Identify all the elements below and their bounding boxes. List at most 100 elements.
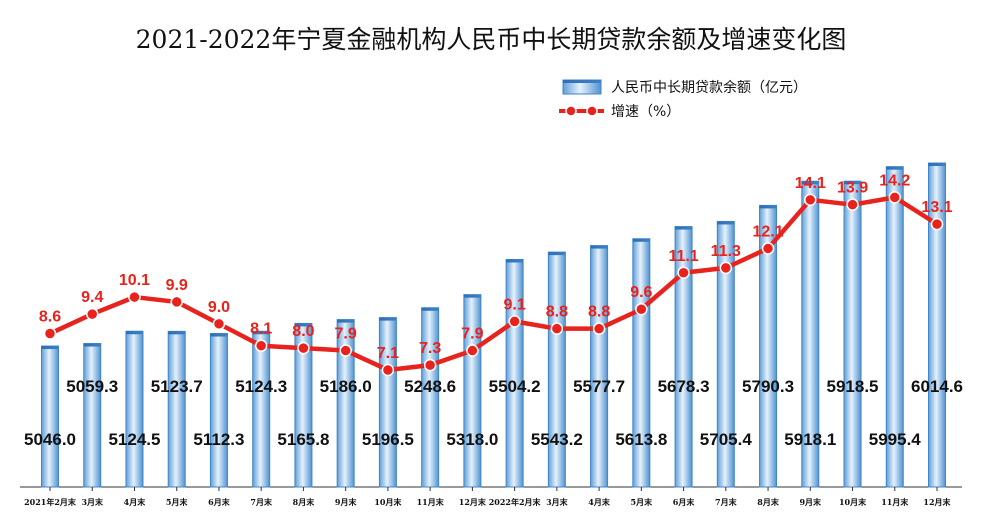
bar-value-label: 5543.2	[531, 430, 583, 449]
bar-value-label: 5059.3	[66, 377, 118, 396]
rate-point	[85, 307, 99, 321]
rate-value-label: 14.1	[795, 175, 826, 192]
rate-point	[212, 317, 226, 331]
rate-point	[888, 191, 902, 204]
rate-value-labels: 8.6 9.4 10.1 9.9 9.0 8.1 8.0 7.9 7.1 7.3 7.9 9.1 8.8…	[39, 172, 953, 362]
rate-point	[804, 193, 817, 207]
rate-value-label: 9.0	[208, 299, 230, 316]
bar	[547, 251, 566, 488]
rate-value-label: 7.1	[377, 345, 399, 362]
legend-bar-label: 人民币中长期贷款余额（亿元）	[611, 79, 807, 96]
rate-point	[170, 295, 183, 309]
bar-value-label: 5123.7	[151, 377, 203, 396]
rate-point	[761, 242, 775, 255]
bar-value-label: 5124.3	[235, 377, 287, 396]
x-tick-label: 11月末	[881, 497, 908, 507]
bar	[294, 322, 313, 488]
bar	[83, 343, 102, 488]
x-tick-label: 4月末	[588, 497, 610, 507]
bar	[378, 317, 397, 488]
x-tick-label: 7月末	[250, 497, 272, 507]
x-tick-label: 7月末	[715, 497, 737, 507]
bar-value-label: 5995.4	[869, 430, 922, 449]
x-tick-label: 9月末	[799, 497, 821, 507]
bar-value-label: 5196.5	[362, 430, 414, 449]
x-tick-label: 2022年2月末	[489, 497, 541, 507]
legend-line-label: 增速（%）	[611, 104, 680, 120]
bar	[41, 345, 59, 488]
rate-point	[381, 363, 395, 377]
legend: 人民币中长期贷款余额（亿元） 增速（%）	[559, 79, 807, 120]
bar-value-label: 5705.4	[700, 430, 753, 449]
rate-point	[930, 217, 944, 231]
chart-title: 2021-2022年宁夏金融机构人民币中长期贷款余额及增速变化图	[136, 25, 847, 54]
bar-value-label: 5165.8	[277, 430, 329, 449]
x-tick-label: 4月末	[124, 497, 146, 507]
rate-point	[339, 344, 352, 357]
bar-value-label: 5318.0	[446, 430, 498, 449]
rate-point	[592, 322, 606, 335]
bar-value-label: 5112.3	[193, 430, 244, 449]
rate-point	[297, 341, 310, 355]
x-tick-label: 12月末	[923, 497, 950, 507]
x-tick-label: 5月末	[166, 497, 188, 507]
x-tick-label: 12月末	[459, 497, 486, 507]
rate-value-label: 11.1	[668, 248, 698, 265]
bar	[167, 330, 186, 488]
rate-value-label: 11.3	[711, 243, 741, 260]
rate-point	[846, 198, 859, 211]
x-tick-label: 10月末	[374, 497, 401, 507]
rate-point	[254, 339, 268, 352]
rate-point	[635, 302, 648, 316]
rate-value-label: 9.6	[630, 284, 652, 301]
rate-point	[43, 327, 57, 340]
rate-point	[550, 322, 564, 335]
x-tick-label: 8月末	[293, 497, 315, 507]
x-tick-label: 2021年2月末	[24, 497, 76, 507]
rate-point	[508, 315, 521, 328]
x-tick-label: 11月末	[417, 497, 444, 507]
bar-value-label: 5504.2	[489, 377, 541, 396]
bar-value-label: 5613.8	[615, 430, 667, 449]
bar	[632, 238, 651, 488]
rate-value-label: 8.1	[250, 321, 272, 338]
rate-point	[466, 344, 479, 357]
x-axis-ticks: 2021年2月末 3月末 4月末 5月末 6月末 7月末 8月末 9月末 10月末 11月末 12月…	[24, 487, 951, 507]
rate-value-label: 7.3	[419, 340, 441, 357]
bar	[421, 307, 440, 488]
rate-series	[43, 191, 944, 377]
x-tick-label: 3月末	[81, 497, 103, 507]
rate-value-label: 13.9	[837, 180, 868, 197]
x-tick-label: 6月末	[673, 497, 695, 507]
rate-point	[677, 266, 690, 280]
rate-point	[128, 290, 141, 304]
rate-point	[423, 358, 437, 372]
bar	[843, 180, 862, 488]
x-tick-label: 5月末	[631, 497, 653, 507]
rate-value-label: 9.9	[166, 277, 188, 294]
bar	[252, 330, 271, 488]
bar	[674, 226, 693, 488]
rate-line	[49, 195, 939, 373]
rate-value-label: 8.0	[292, 323, 314, 340]
rate-value-label: 8.6	[39, 309, 61, 326]
bar-value-label: 5046.0	[24, 430, 76, 449]
x-tick-label: 10月末	[839, 497, 866, 507]
bar-value-label: 5248.6	[404, 377, 456, 396]
x-tick-label: 6月末	[208, 497, 230, 507]
bar-value-labels: 5046.0 5059.3 5124.5 5123.7 5112.3 5124.3 5165…	[24, 377, 963, 449]
rate-value-label: 9.1	[503, 296, 525, 313]
bar	[209, 333, 228, 488]
rate-point	[719, 261, 733, 275]
legend-line-swatch	[559, 105, 604, 117]
bar-value-label: 5790.3	[742, 377, 794, 396]
bar-value-label: 5918.5	[827, 377, 879, 396]
bar-value-label: 5918.1	[784, 430, 836, 449]
bar	[125, 330, 144, 488]
bar-value-label: 6014.6	[911, 377, 963, 396]
bar	[590, 245, 609, 488]
rate-value-label: 8.8	[588, 304, 610, 321]
rate-value-label: 14.2	[879, 172, 910, 189]
bar-value-label: 5678.3	[658, 377, 710, 396]
